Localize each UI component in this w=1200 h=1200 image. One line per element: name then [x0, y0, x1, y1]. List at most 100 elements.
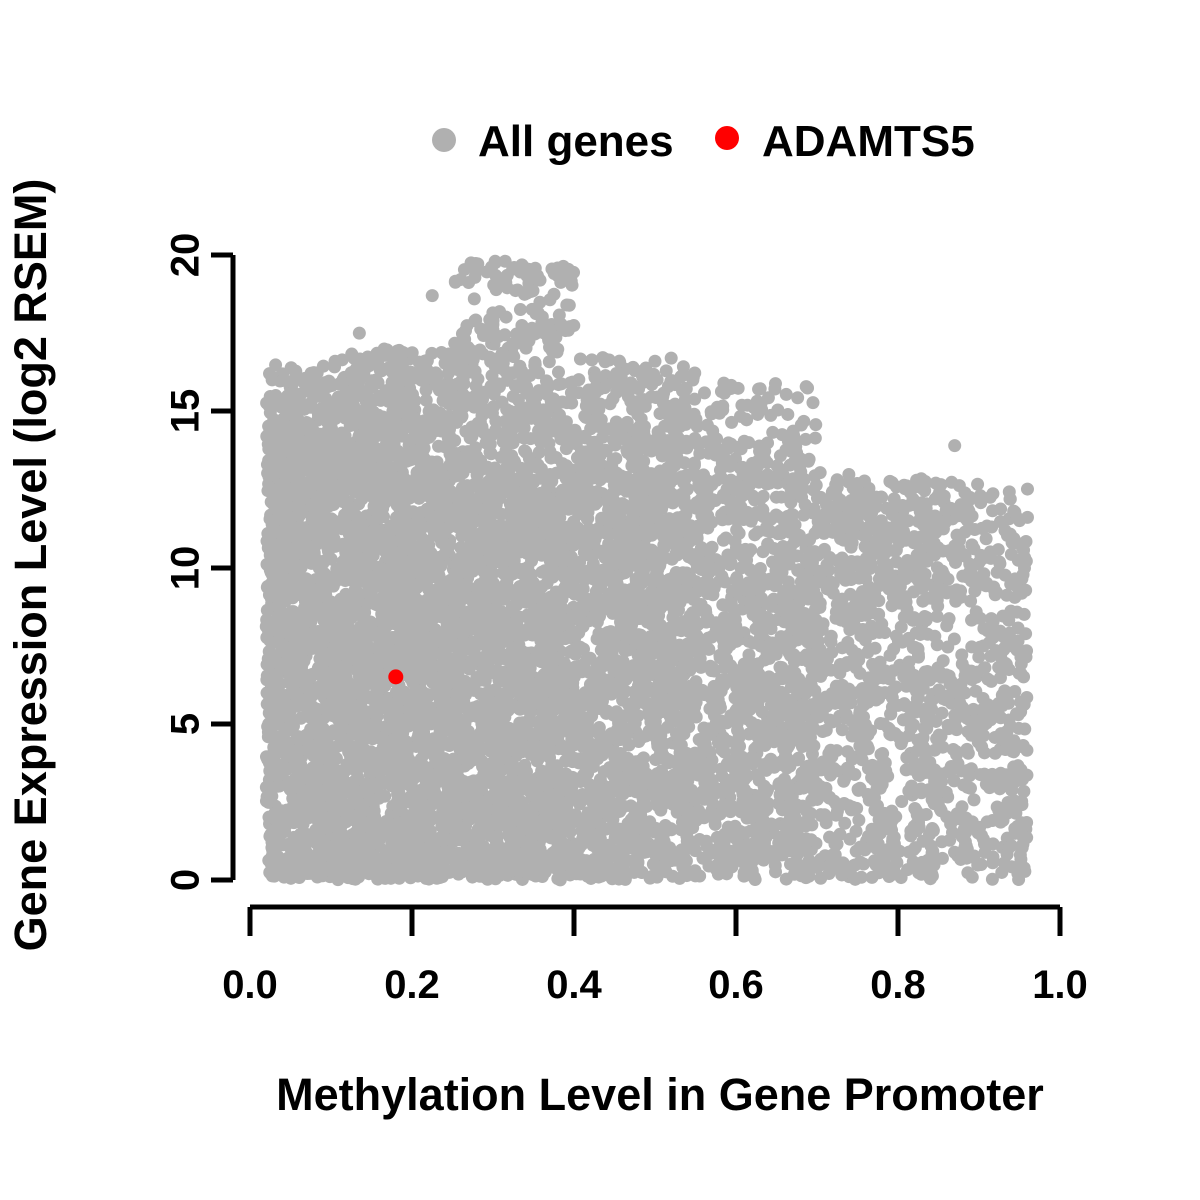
data-point [538, 726, 552, 740]
data-point [420, 650, 434, 663]
data-point [468, 638, 482, 652]
data-point [308, 828, 321, 842]
data-point [261, 615, 275, 629]
data-point [314, 851, 328, 865]
data-point [274, 592, 288, 606]
data-point [371, 355, 385, 369]
data-point [468, 270, 482, 284]
data-point [387, 631, 401, 645]
data-point [534, 322, 548, 336]
data-point [329, 865, 343, 879]
data-point [364, 615, 378, 629]
data-point [326, 788, 340, 802]
data-point [373, 646, 387, 660]
data-point [448, 434, 462, 448]
data-point [408, 798, 422, 812]
data-point [380, 436, 393, 450]
data-point [552, 308, 566, 322]
data-point [403, 701, 417, 715]
data-point [413, 856, 427, 870]
data-point [459, 684, 473, 698]
data-point [292, 628, 306, 642]
data-point [476, 849, 490, 863]
data-point [534, 580, 548, 594]
data-point [481, 475, 495, 489]
data-point [263, 367, 277, 381]
data-point [366, 466, 380, 480]
data-point [540, 664, 554, 678]
data-point [480, 403, 494, 417]
data-point [479, 665, 493, 679]
data-point [313, 516, 327, 530]
data-point [336, 796, 350, 810]
data-point [263, 406, 277, 420]
data-point [405, 346, 419, 360]
data-point [292, 464, 306, 478]
data-point [435, 648, 449, 662]
data-point [419, 696, 433, 710]
data-point [307, 451, 321, 465]
data-point [292, 578, 306, 592]
data-point [408, 540, 422, 554]
data-point [433, 688, 447, 702]
data-point [478, 385, 492, 399]
data-point [368, 479, 382, 493]
data-point [465, 365, 479, 379]
data-point [399, 478, 413, 492]
data-point [393, 423, 407, 437]
data-points-layer [259, 254, 1034, 887]
data-point [359, 778, 373, 792]
data-point [349, 508, 363, 522]
data-point [419, 733, 433, 747]
data-point [463, 431, 477, 445]
data-point [384, 461, 398, 475]
data-point [286, 376, 300, 390]
data-point [425, 599, 439, 613]
data-point [362, 820, 376, 834]
data-point [449, 412, 463, 426]
data-point [265, 524, 279, 538]
data-point [372, 778, 386, 792]
data-point [339, 815, 353, 829]
data-point [402, 453, 416, 467]
data-point [357, 418, 371, 432]
data-point [414, 672, 428, 686]
data-point [422, 613, 436, 627]
data-point [297, 654, 311, 668]
data-point [398, 867, 412, 881]
data-point [417, 819, 431, 833]
data-point [292, 509, 306, 523]
data-point [276, 644, 290, 658]
data-point [391, 650, 405, 664]
data-point [403, 740, 417, 754]
data-point [390, 730, 404, 744]
data-point [265, 766, 279, 780]
data-point [287, 816, 301, 830]
data-point [273, 480, 286, 494]
data-point [297, 402, 311, 416]
data-point [488, 352, 502, 366]
data-point [492, 380, 506, 394]
data-point [292, 545, 306, 559]
data-point [325, 525, 339, 539]
data-point [533, 427, 547, 441]
data-point [511, 393, 525, 407]
data-point [342, 677, 356, 691]
data-point [313, 745, 327, 759]
data-point [329, 751, 343, 765]
data-point [345, 611, 359, 625]
data-point [300, 846, 314, 860]
data-point [308, 376, 322, 390]
data-point [446, 834, 460, 848]
data-point [372, 578, 386, 592]
data-point [346, 383, 360, 397]
data-point [305, 711, 319, 725]
data-point [327, 671, 341, 685]
data-point [531, 458, 545, 472]
data-point [326, 655, 340, 669]
data-point [388, 617, 402, 631]
data-point [428, 629, 442, 643]
data-point [506, 804, 520, 818]
data-point [392, 822, 406, 836]
